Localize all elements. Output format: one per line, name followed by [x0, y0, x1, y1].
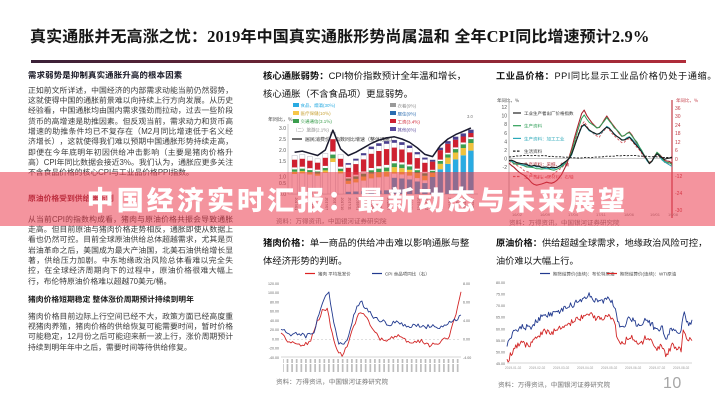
svg-text:年同比，%: 年同比，% — [268, 116, 293, 123]
svg-text:120.00: 120.00 — [268, 282, 279, 286]
svg-text:生产资料：采掘，右轴: 生产资料：采掘，右轴 — [524, 162, 569, 168]
svg-text:生活资料: 生活资料 — [524, 149, 542, 155]
svg-text:50.00: 50.00 — [496, 350, 505, 354]
svg-text:100.00: 100.00 — [268, 291, 279, 295]
svg-text:36: 36 — [675, 106, 681, 112]
svg-text:年同比，%: 年同比，% — [497, 98, 519, 104]
svg-text:3.0: 3.0 — [279, 126, 286, 132]
svg-text:1.5: 1.5 — [279, 159, 286, 165]
svg-text:居住(9%): 居住(9%) — [398, 112, 417, 118]
svg-text:80.00: 80.00 — [496, 281, 505, 285]
svg-text:3.0: 3.0 — [467, 114, 473, 119]
svg-text:2: 2 — [504, 148, 507, 154]
svg-text:0.00: 0.00 — [272, 338, 279, 342]
svg-text:2.5: 2.5 — [279, 137, 286, 143]
svg-text:2019-08-02: 2019-08-02 — [673, 366, 690, 370]
svg-text:6: 6 — [675, 148, 678, 154]
svg-text:其他(6%): 其他(6%) — [398, 128, 417, 134]
svg-text:20.00: 20.00 — [270, 328, 279, 332]
svg-text:55.00: 55.00 — [496, 339, 505, 343]
svg-text:工业生产者出厂价格指数: 工业生产者出厂价格指数 — [524, 111, 574, 117]
svg-text:0.00: 0.00 — [463, 338, 470, 342]
svg-text:6.00: 6.00 — [463, 301, 470, 305]
svg-text:资料：万得资讯，中国银河证券研究院: 资料：万得资讯，中国银河证券研究院 — [498, 379, 610, 389]
svg-text:8.00: 8.00 — [463, 282, 470, 286]
svg-text:-4.00: -4.00 — [463, 356, 471, 360]
svg-text:CPI 食品项同比（右）: CPI 食品项同比（右） — [385, 272, 430, 278]
svg-text:医疗保健(10%): 医疗保健(10%) — [301, 111, 332, 117]
svg-text:（二）旅游(2.1%): （二）旅游(2.1%) — [293, 127, 329, 134]
svg-text:工资(3.4%): 工资(3.4%) — [398, 120, 421, 126]
svg-text:8: 8 — [504, 122, 507, 128]
svg-text:40.00: 40.00 — [270, 319, 279, 323]
svg-text:65.00: 65.00 — [496, 316, 505, 320]
svg-text:-40.00: -40.00 — [269, 356, 279, 360]
svg-text:12: 12 — [675, 140, 681, 146]
svg-text:2019-07-02: 2019-07-02 — [649, 366, 666, 370]
svg-text:期货结算价(连续)：布伦特原油: 期货结算价(连续)：布伦特原油 — [553, 272, 615, 278]
svg-text:衣着(9%): 衣着(9%) — [398, 104, 417, 110]
svg-text:居民消费价格指数同比增速（整体通胀）: 居民消费价格指数同比增速（整体通胀） — [305, 136, 395, 143]
svg-text:80.00: 80.00 — [270, 301, 279, 305]
svg-text:10: 10 — [501, 114, 507, 120]
svg-text:2019-04-02: 2019-04-02 — [577, 366, 594, 370]
svg-text:2019-06-02: 2019-06-02 — [625, 366, 642, 370]
svg-text:6: 6 — [504, 131, 507, 137]
svg-text:猪肉 平均批发价: 猪肉 平均批发价 — [318, 272, 351, 278]
svg-text:生产资料: 生产资料 — [524, 124, 542, 130]
svg-text:0: 0 — [675, 157, 678, 163]
svg-text:12: 12 — [501, 105, 507, 111]
svg-text:75.00: 75.00 — [496, 293, 505, 297]
svg-text:18: 18 — [675, 131, 681, 137]
svg-text:交通通信(3.1%): 交通通信(3.1%) — [301, 119, 333, 125]
svg-text:资料：万得资讯，中国银河证券研究院: 资料：万得资讯，中国银河证券研究院 — [276, 376, 388, 386]
svg-text:60.00: 60.00 — [496, 327, 505, 331]
svg-text:2019-02-02: 2019-02-02 — [529, 366, 546, 370]
svg-text:24: 24 — [675, 123, 681, 129]
svg-text:年同比，%: 年同比，% — [676, 98, 698, 104]
svg-text:60.00: 60.00 — [270, 310, 279, 314]
svg-text:4: 4 — [504, 139, 507, 145]
svg-text:2019-03-02: 2019-03-02 — [553, 366, 570, 370]
svg-text:生产资料：加工工业: 生产资料：加工工业 — [524, 136, 565, 142]
svg-text:0: 0 — [504, 157, 507, 163]
svg-text:-20.00: -20.00 — [269, 347, 279, 351]
svg-text:2019-05-02: 2019-05-02 — [601, 366, 618, 370]
svg-text:4.00: 4.00 — [463, 319, 470, 323]
svg-text:30: 30 — [675, 114, 681, 120]
svg-text:食品，烟酒(30%): 食品，烟酒(30%) — [301, 103, 336, 109]
svg-text:2.0: 2.0 — [279, 148, 286, 154]
svg-text:2019-01-02: 2019-01-02 — [505, 366, 522, 370]
svg-text:45.00: 45.00 — [496, 362, 505, 366]
svg-text:期货结算价(连续)：WTI原油: 期货结算价(连续)：WTI原油 — [620, 272, 677, 278]
svg-text:-2: -2 — [503, 165, 508, 171]
svg-text:70.00: 70.00 — [496, 304, 505, 308]
